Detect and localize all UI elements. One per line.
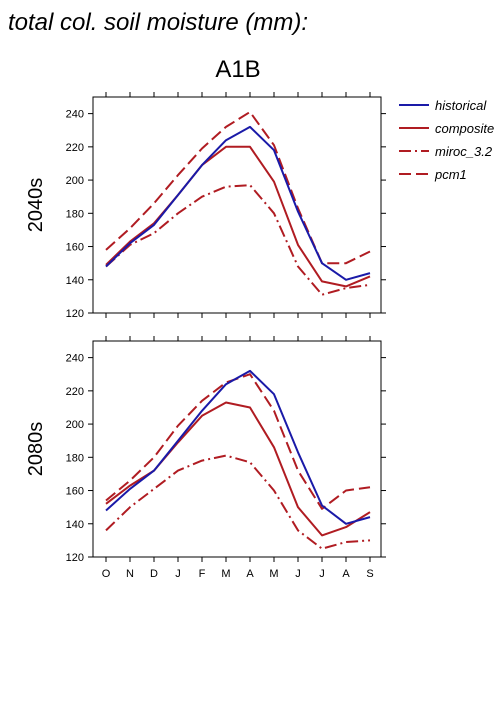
x-tick-label: A — [342, 568, 350, 580]
panel-2080s: 120 140 160 180 200 220 240 O N D J F M A M J J A S 2080s — [25, 336, 386, 580]
series-line-miroc-3-2 — [105, 184, 371, 296]
x-tick-label: F — [199, 568, 206, 580]
x-tick-label: J — [175, 568, 181, 580]
x-tick-label: M — [221, 568, 230, 580]
y-tick-label: 160 — [66, 486, 84, 498]
y-tick-label: 140 — [66, 519, 84, 531]
x-tick-label: M — [269, 568, 278, 580]
x-tick-label: N — [126, 568, 134, 580]
x-tick-label: D — [150, 568, 158, 580]
y-tick-label: 220 — [66, 142, 84, 154]
y-tick-label: 220 — [66, 386, 84, 398]
x-tick-label: A — [246, 568, 254, 580]
legend: historical composite miroc_3.2 pcm1 — [399, 98, 494, 182]
x-tick-label: O — [102, 568, 111, 580]
panel-label: 2080s — [25, 422, 47, 477]
plot-frame — [92, 340, 382, 558]
series-line-historical — [105, 369, 371, 525]
series-line-pcm1 — [105, 111, 371, 265]
x-tick-label: S — [366, 568, 373, 580]
plot-frame — [92, 96, 382, 314]
legend-label: miroc_3.2 — [435, 144, 493, 159]
scenario-title: A1B — [215, 56, 261, 83]
legend-label: pcm1 — [434, 167, 467, 182]
y-tick-label: 180 — [66, 452, 84, 464]
series-line-miroc-3-2 — [105, 454, 371, 550]
panel-label: 2040s — [25, 178, 47, 233]
series-line-composite — [105, 145, 371, 288]
x-tick-label: J — [295, 568, 301, 580]
y-tick-label: 200 — [66, 175, 84, 187]
legend-label: composite — [435, 121, 494, 136]
y-tick-label: 200 — [66, 419, 84, 431]
y-tick-label: 240 — [66, 353, 84, 365]
x-tick-label: J — [319, 568, 325, 580]
y-tick-label: 160 — [66, 242, 84, 254]
y-tick-label: 140 — [66, 275, 84, 287]
y-tick-label: 240 — [66, 109, 84, 121]
y-tick-label: 180 — [66, 208, 84, 220]
panel-2040s: 120 140 160 180 200 220 240 2040s — [25, 92, 386, 320]
y-tick-label: 120 — [66, 308, 84, 320]
series-line-historical — [105, 125, 371, 281]
chart-title: total col. soil moisture (mm): — [8, 9, 309, 36]
series-line-composite — [105, 401, 371, 537]
legend-label: historical — [435, 98, 487, 113]
y-tick-label: 120 — [66, 552, 84, 564]
series-line-pcm1 — [105, 373, 371, 510]
